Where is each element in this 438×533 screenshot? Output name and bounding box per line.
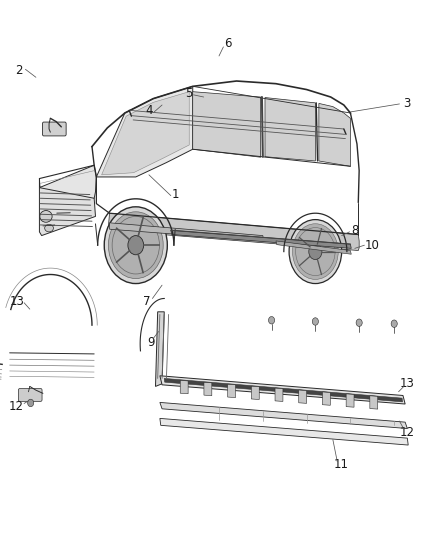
FancyBboxPatch shape [42,122,66,136]
Polygon shape [155,312,164,386]
Text: 6: 6 [224,37,232,50]
Polygon shape [39,165,96,217]
Text: 4: 4 [145,104,153,117]
Text: 2: 2 [14,64,22,77]
Circle shape [293,224,338,279]
Polygon shape [164,378,403,402]
Text: 8: 8 [351,224,358,237]
Polygon shape [180,381,188,394]
Polygon shape [160,418,408,445]
Text: 5: 5 [185,87,192,100]
Polygon shape [193,92,261,157]
Text: 3: 3 [404,98,411,110]
Circle shape [391,320,397,327]
Polygon shape [160,376,405,404]
Polygon shape [275,388,283,401]
Circle shape [289,220,342,284]
Polygon shape [110,223,264,241]
Polygon shape [228,384,236,398]
Text: 12: 12 [400,426,415,439]
Text: 11: 11 [334,458,349,471]
Polygon shape [251,386,259,400]
Polygon shape [160,402,407,429]
Polygon shape [322,392,330,405]
Text: 12: 12 [9,400,24,413]
Circle shape [268,317,275,324]
Polygon shape [109,213,359,251]
Text: 13: 13 [400,377,415,390]
Circle shape [356,319,362,326]
FancyBboxPatch shape [18,389,42,401]
Text: 1: 1 [171,188,179,200]
Circle shape [312,318,318,325]
Ellipse shape [40,211,52,222]
Polygon shape [265,98,315,161]
Circle shape [128,236,144,255]
Text: 7: 7 [143,295,151,308]
Polygon shape [346,394,354,407]
Text: 10: 10 [365,239,380,252]
Polygon shape [171,230,351,248]
Ellipse shape [45,224,53,232]
Circle shape [309,244,322,260]
Polygon shape [102,92,189,175]
Text: 13: 13 [9,295,24,308]
Circle shape [108,212,163,279]
Text: 9: 9 [147,336,155,349]
Polygon shape [370,396,378,409]
Polygon shape [276,241,351,254]
Circle shape [104,207,167,284]
Polygon shape [319,103,350,166]
Polygon shape [204,382,212,395]
Circle shape [28,399,34,407]
Polygon shape [299,390,307,403]
Polygon shape [39,188,95,236]
Polygon shape [96,86,193,177]
